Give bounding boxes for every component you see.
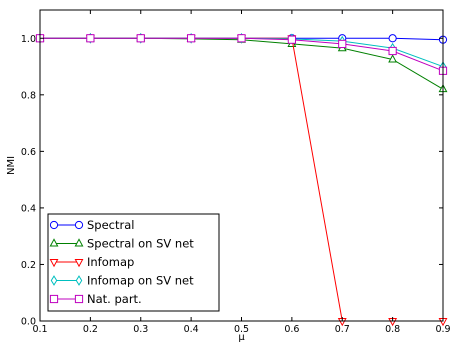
legend-marker — [49, 294, 59, 304]
legend-entry: Spectral — [49, 218, 134, 232]
legend: Spectral Spectral on SV net Infomap Infomap… — [47, 213, 220, 312]
data-point — [287, 35, 296, 44]
legend-label: Nat. part. — [87, 292, 142, 306]
series-line — [40, 37, 444, 90]
legend-marker — [49, 258, 59, 268]
data-point — [388, 46, 397, 56]
x-tick-label: 0.1 — [32, 324, 47, 335]
data-point — [237, 34, 246, 43]
legend-marker — [75, 275, 83, 286]
y-tick-label: 1.0 — [21, 34, 36, 45]
legend-marker — [74, 258, 84, 268]
legend-label: Spectral on SV net — [87, 237, 194, 251]
legend-marker — [50, 275, 58, 286]
data-point — [338, 39, 347, 49]
x-tick-label: 0.2 — [83, 324, 98, 335]
legend-marker — [49, 238, 59, 247]
legend-entry: Spectral on SV net — [49, 237, 194, 251]
x-tick-label: 0.8 — [385, 324, 400, 335]
x-tick-label: 0.7 — [335, 324, 350, 335]
x-axis-label: μ — [238, 332, 245, 343]
y-axis-label: NMI — [6, 156, 17, 175]
data-point — [86, 34, 95, 43]
legend-marker — [74, 238, 84, 247]
x-tick-label: 0.5 — [234, 324, 249, 335]
legend-marker — [49, 220, 59, 230]
legend-entry: Infomap on SV net — [50, 274, 194, 288]
legend-label: Spectral — [87, 218, 134, 232]
y-tick-label: 0.0 — [21, 317, 36, 328]
data-point — [136, 34, 145, 43]
legend-entry: Nat. part. — [49, 292, 142, 306]
x-tick-label: 0.6 — [284, 324, 299, 335]
legend-entry: Infomap — [49, 255, 134, 269]
plot-marks — [35, 32, 448, 327]
data-point — [388, 34, 397, 43]
y-tick-label: 0.4 — [21, 203, 36, 214]
axis-ticks: 0.1 0.2 0.3 0.4 0.5 0.6 0.7 0.8 0.9 0.0 0.2 0.4 0.6 0… — [21, 10, 451, 335]
legend-label: Infomap on SV net — [87, 274, 194, 288]
x-tick-label: 0.9 — [435, 324, 450, 335]
series-4 — [35, 34, 448, 75]
x-tick-label: 0.3 — [133, 324, 148, 335]
legend-marker — [74, 294, 84, 304]
x-tick-label: 0.4 — [184, 324, 199, 335]
data-point — [187, 34, 196, 43]
data-point — [388, 54, 398, 63]
y-tick-label: 0.8 — [21, 90, 36, 101]
y-tick-label: 0.6 — [21, 147, 36, 158]
legend-marker — [74, 220, 84, 230]
legend-label: Infomap — [87, 255, 134, 269]
y-tick-label: 0.2 — [21, 260, 36, 271]
